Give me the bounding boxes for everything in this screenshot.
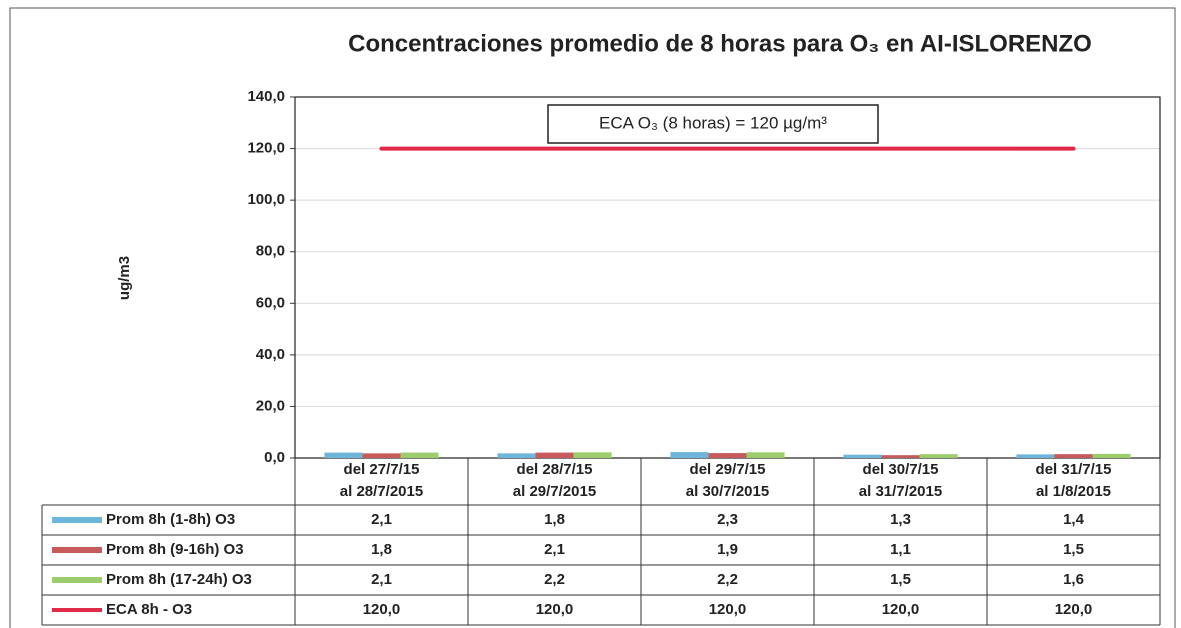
- y-tick-label: 0,0: [264, 449, 285, 466]
- y-tick-label: 100,0: [247, 191, 285, 208]
- x-tick-label: del 31/7/15: [1036, 461, 1112, 478]
- bar: [362, 453, 401, 458]
- y-tick-label: 20,0: [256, 397, 285, 414]
- y-tick-label: 120,0: [247, 140, 285, 157]
- bar: [843, 454, 882, 458]
- table-value: 2,1: [371, 511, 392, 528]
- bar: [324, 452, 363, 458]
- legend-label: ECA 8h - O3: [106, 601, 192, 618]
- chart-title: Concentraciones promedio de 8 horas para…: [348, 30, 1092, 57]
- table-value: 1,5: [1063, 541, 1084, 558]
- annotation-box: [547, 104, 879, 144]
- x-tick-label: del 27/7/15: [344, 461, 420, 478]
- frame: [9, 7, 1176, 628]
- table-value: 1,5: [890, 571, 911, 588]
- table-value: 120,0: [882, 601, 920, 618]
- bar: [1092, 453, 1131, 458]
- bar: [573, 452, 612, 458]
- x-tick-label: al 30/7/2015: [686, 483, 769, 500]
- x-tick-label: al 31/7/2015: [859, 483, 942, 500]
- x-tick-label: del 28/7/15: [517, 461, 593, 478]
- y-tick-label: 140,0: [247, 88, 285, 105]
- table-value: 1,6: [1063, 571, 1084, 588]
- table-value: 120,0: [363, 601, 401, 618]
- annotation: ECA O₃ (8 horas) = 120 µg/m³: [599, 113, 827, 132]
- table-value: 2,3: [717, 511, 738, 528]
- table-value: 120,0: [709, 601, 747, 618]
- table-value: 2,2: [717, 571, 738, 588]
- table-value: 1,8: [371, 541, 392, 558]
- x-tick-label: del 29/7/15: [690, 461, 766, 478]
- bar: [400, 452, 439, 458]
- table-value: 1,9: [717, 541, 738, 558]
- x-tick-label: al 29/7/2015: [513, 483, 596, 500]
- table-value: 120,0: [536, 601, 574, 618]
- legend-label: Prom 8h (9-16h) O3: [106, 541, 244, 558]
- y-tick-label: 80,0: [256, 243, 285, 260]
- bar: [1054, 454, 1093, 458]
- legend-label: Prom 8h (17-24h) O3: [106, 571, 252, 588]
- table-value: 2,1: [544, 541, 565, 558]
- legend-key: [52, 577, 102, 583]
- table-value: 2,2: [544, 571, 565, 588]
- bar: [535, 452, 574, 458]
- bar: [497, 453, 536, 458]
- table-value: 1,1: [890, 541, 911, 558]
- table-value: 120,0: [1055, 601, 1093, 618]
- y-tick-label: 40,0: [256, 346, 285, 363]
- table-value: 1,4: [1063, 511, 1085, 528]
- bar: [1016, 454, 1055, 458]
- bar: [881, 455, 920, 458]
- table-value: 2,1: [371, 571, 392, 588]
- y-axis-label: ug/m3: [116, 256, 133, 300]
- bar: [708, 453, 747, 458]
- y-tick-label: 60,0: [256, 294, 285, 311]
- bar: [919, 454, 958, 458]
- x-tick-label: al 1/8/2015: [1036, 483, 1111, 500]
- bar: [746, 452, 785, 458]
- legend-key: [52, 517, 102, 523]
- table-value: 1,8: [544, 511, 565, 528]
- legend-label: Prom 8h (1-8h) O3: [106, 511, 235, 528]
- x-tick-label: al 28/7/2015: [340, 483, 423, 500]
- x-tick-label: del 30/7/15: [863, 461, 939, 478]
- legend-key: [52, 547, 102, 553]
- table-value: 1,3: [890, 511, 911, 528]
- plot-border: [294, 96, 1161, 459]
- bar: [670, 452, 709, 458]
